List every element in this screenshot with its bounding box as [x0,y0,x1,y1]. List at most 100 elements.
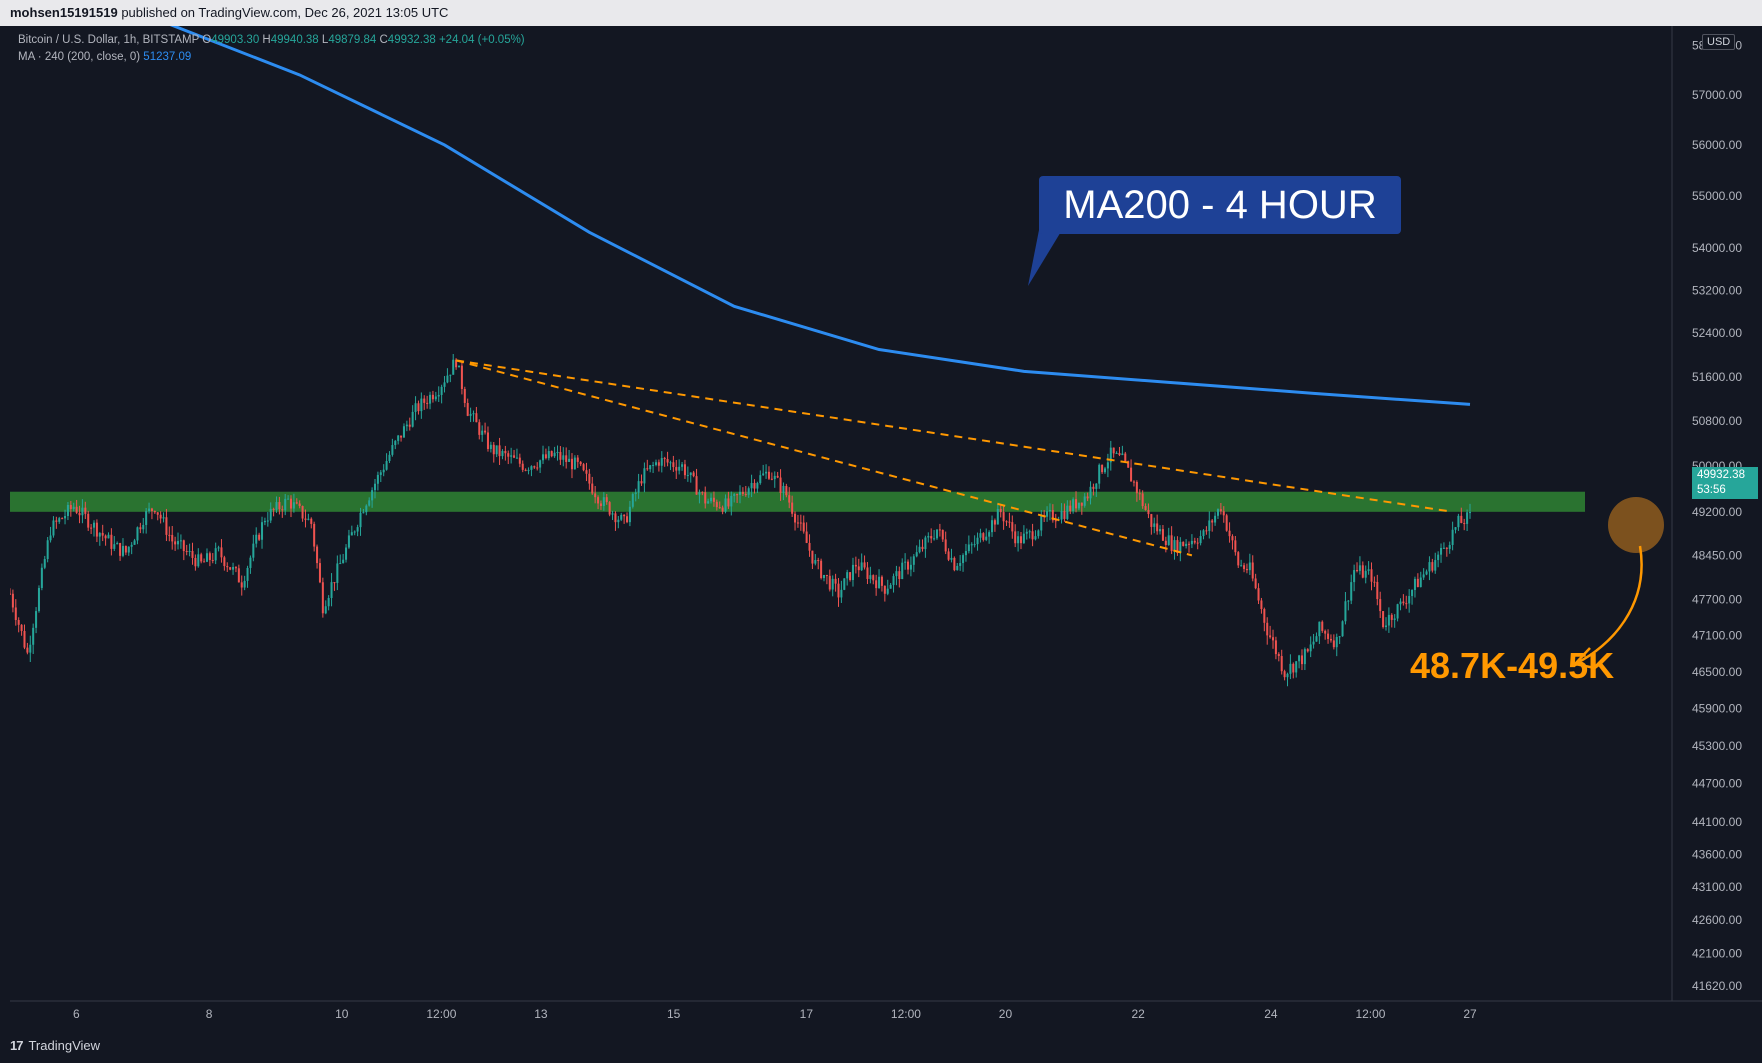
candle-body [475,413,478,423]
candle-body [116,543,119,545]
candle-body [313,523,316,547]
candle-body [289,498,293,509]
candle-body [927,536,930,538]
candle-body [353,531,356,533]
candle-body [1399,601,1402,605]
candles-layer [10,354,1472,687]
candle-body [1315,636,1318,642]
candle-body [628,506,631,523]
time-axis[interactable]: 6 8 10 12:00 13 15 17 12:00 20 22 24 12:00 27 [73,1007,1477,1021]
candle-body [1344,601,1347,622]
candle-body [762,473,765,476]
price-tick-label: 44100.00 [1692,815,1742,829]
candle-body [240,582,243,588]
currency-button[interactable]: USD [1702,34,1736,50]
ma-value: 51237.09 [143,51,192,63]
candle-body [907,561,910,570]
candle-body [121,545,124,556]
candle-body [1243,565,1246,569]
candle-body [533,466,536,468]
candle-body [455,359,458,368]
candle-body [1034,536,1037,540]
candle-body [967,544,970,552]
candle-body [434,396,437,400]
candle-body [1077,502,1080,509]
candle-body [738,491,742,495]
tradingview-logo-icon: 17 [10,1038,24,1053]
candle-body [727,498,730,507]
target-arrow [1576,545,1643,665]
candle-body [1066,505,1069,519]
chart-area[interactable]: 58000.0057000.0056000.0055000.0054000.00… [10,26,1762,1026]
candle-body [321,582,324,614]
candle-body [1118,452,1121,456]
price-tick-label: 51600.00 [1692,370,1742,384]
candle-body [649,465,652,470]
candle-body [197,554,200,567]
candle-body [602,497,605,506]
candle-body [1211,520,1214,523]
candle-body [17,620,20,625]
change-value: +24.04 (+0.05%) [438,34,525,46]
candle-body [779,477,782,493]
support-zone-layer [10,491,1585,512]
candle-body [1069,505,1072,512]
candle-body [127,546,130,553]
candle-body [376,474,379,484]
chart-background [10,26,1762,1026]
candle-body [1138,493,1141,495]
candle-body [10,593,12,595]
candle-body [1231,536,1234,541]
candle-body [310,518,313,524]
candle-body [805,531,808,543]
candle-body [695,476,698,495]
candle-body [1083,496,1086,506]
candle-body [66,505,69,517]
candle-body [182,540,185,551]
candle-body [857,566,860,571]
candle-body [594,493,597,498]
candle-body [1132,481,1135,483]
candle-body [1269,635,1272,638]
candle-body [1396,604,1399,619]
candle-body [1112,447,1115,454]
candle-body [843,578,846,590]
candle-body [92,522,96,528]
candle-body [681,464,684,467]
candle-body [301,506,304,519]
candle-body [1373,581,1376,583]
candle-body [559,451,562,460]
candle-body [741,491,744,494]
candle-body [1103,468,1107,473]
candle-body [324,606,327,614]
candle-body [878,576,881,589]
candle-body [733,494,736,496]
candle-body [652,464,655,466]
annotation-layer [1028,230,1664,670]
candle-body [194,557,197,567]
open-label: O [202,34,212,46]
candle-body [597,497,600,504]
candle-body [672,462,675,468]
candle-body [400,435,403,438]
candle-body [585,470,588,474]
candle-body [234,567,237,569]
candle-body [1190,540,1193,545]
candle-body [1193,540,1196,543]
candle-body [110,534,113,549]
candle-body [692,472,695,477]
candle-body [26,647,29,653]
price-tick-label: 42100.00 [1692,946,1742,960]
candle-body [846,572,849,579]
candle-body [820,560,823,579]
candle-body [599,503,602,506]
candle-body [486,432,489,449]
candle-body [1156,523,1159,532]
high-value: 49940.38 [270,34,319,46]
candle-body [550,451,553,457]
candle-body [124,545,127,553]
candle-body [478,422,481,435]
price-chart[interactable]: 58000.0057000.0056000.0055000.0054000.00… [10,26,1762,1026]
candle-body [521,463,524,470]
candle-body [1109,447,1112,463]
